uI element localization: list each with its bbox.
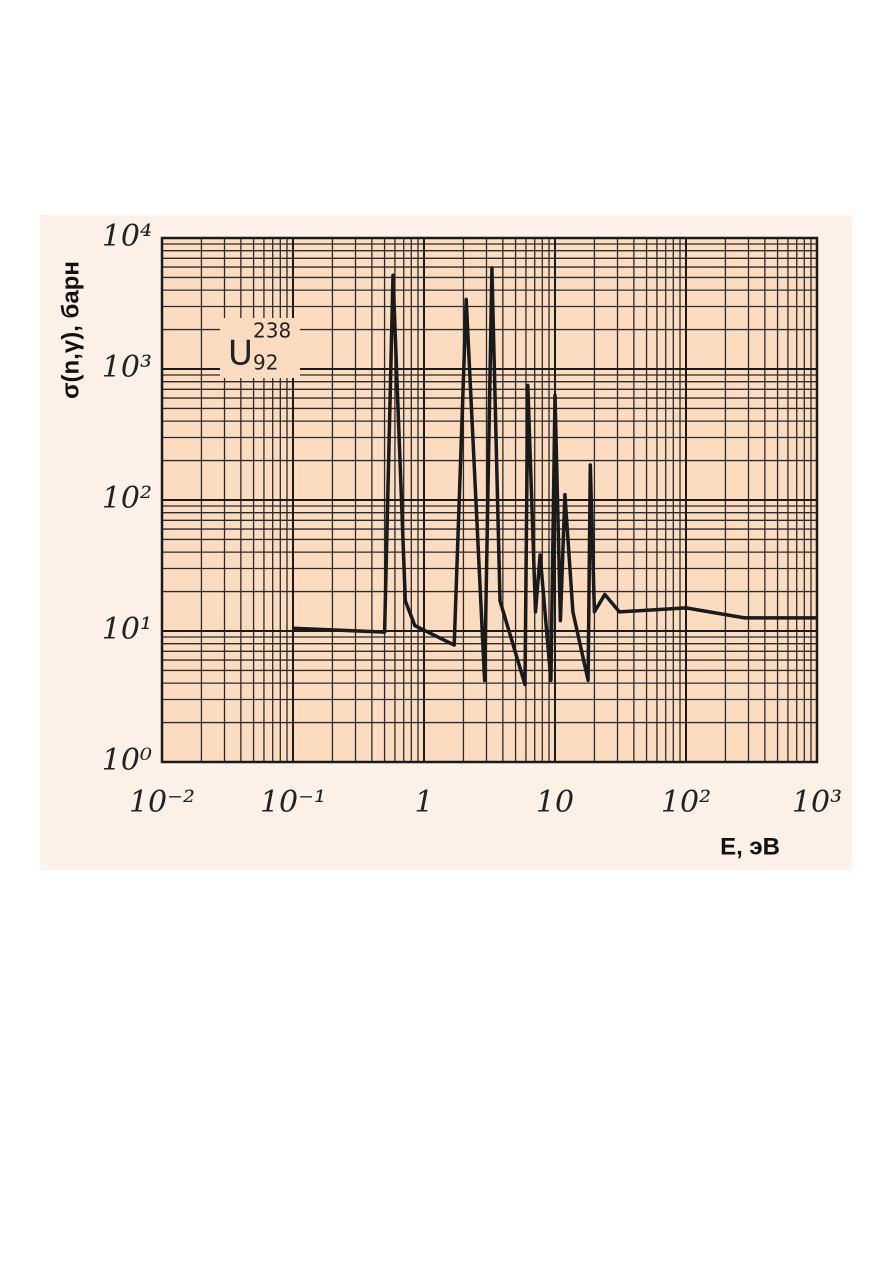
y-axis-label: σ(n,γ), барн bbox=[57, 261, 84, 399]
annotation-atomic: 92 bbox=[253, 351, 278, 375]
data-line bbox=[292, 266, 817, 687]
y-tick-label: 10⁴ bbox=[102, 219, 152, 254]
x-tick-label: 10² bbox=[661, 785, 711, 820]
x-axis-label: E, эВ bbox=[720, 833, 780, 860]
x-tick-label: 10⁻¹ bbox=[260, 785, 326, 820]
x-tick-label: 10 bbox=[536, 785, 574, 820]
annotation-box bbox=[220, 318, 300, 378]
plot-frame bbox=[160, 236, 819, 764]
y-tick-label: 10² bbox=[102, 481, 152, 516]
x-tick-label: 10⁻² bbox=[129, 785, 195, 820]
y-tick-label: 10⁰ bbox=[102, 743, 152, 778]
x-tick-label: 1 bbox=[414, 785, 433, 820]
annotation-mass: 238 bbox=[253, 319, 291, 343]
y-tick-label: 10¹ bbox=[102, 612, 152, 647]
x-tick-label: 10³ bbox=[792, 785, 842, 820]
y-tick-label: 10³ bbox=[102, 350, 152, 385]
annotation-symbol: U bbox=[228, 334, 253, 374]
